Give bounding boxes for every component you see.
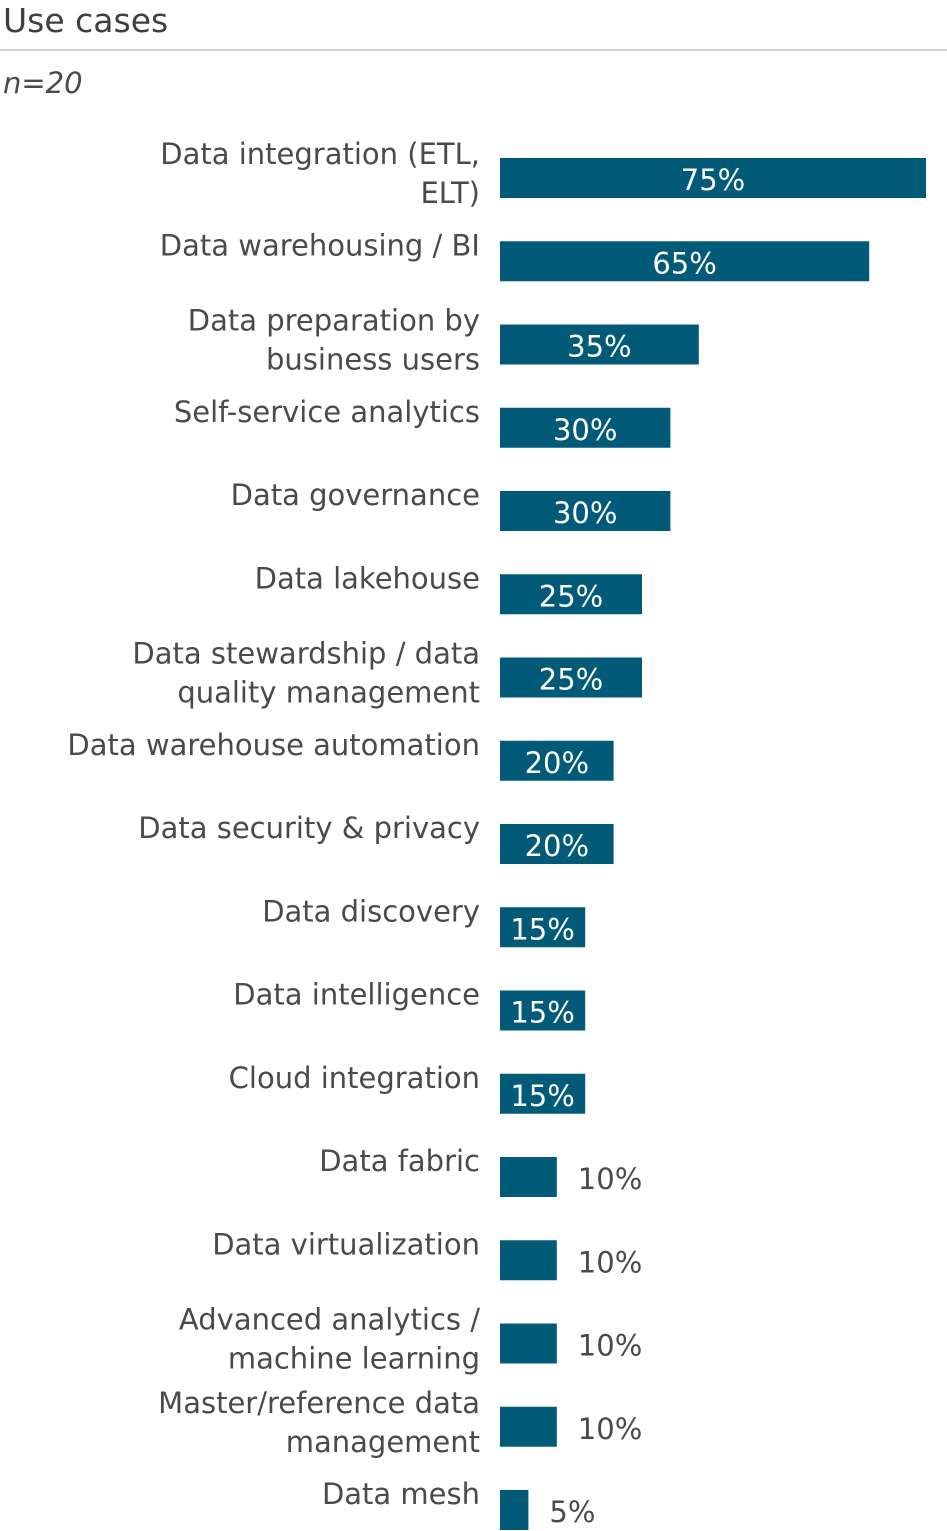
category-label-data-stewardship-data-quality-management: Data stewardship / data quality managemen… [132, 637, 480, 710]
bars [500, 158, 926, 1530]
title-divider [0, 49, 947, 51]
category-label-data-preparation-by-business-users: Data preparation by business users [188, 304, 480, 377]
value-label-master-reference-data-management: 10% [578, 1412, 642, 1446]
value-label-data-security-privacy: 20% [525, 829, 589, 863]
category-label-data-lakehouse: Data lakehouse [255, 561, 480, 595]
value-label-data-warehousing-bi: 65% [652, 246, 716, 280]
value-label-data-intelligence: 15% [510, 996, 574, 1030]
category-label-cloud-integration: Cloud integration [229, 1061, 480, 1095]
value-label-advanced-analytics-machine-learning: 10% [578, 1329, 642, 1363]
value-label-data-governance: 30% [553, 496, 617, 530]
category-label-data-discovery: Data discovery [262, 894, 480, 928]
bar-data-intelligence [500, 990, 586, 1031]
value-label-data-preparation-by-business-users: 35% [567, 330, 631, 364]
bar-data-mesh [500, 1490, 529, 1530]
chart-title: Use cases [3, 1, 169, 40]
bar-cloud-integration [500, 1073, 586, 1114]
bar-data-stewardship-data-quality-management [500, 657, 642, 698]
bar-data-lakehouse [500, 574, 642, 615]
bar-data-warehousing-bi [500, 241, 870, 282]
category-label-data-virtualization: Data virtualization [212, 1227, 480, 1261]
value-label-data-fabric: 10% [578, 1162, 642, 1196]
value-label-data-lakehouse: 25% [539, 579, 603, 613]
bar-self-service-analytics [500, 407, 671, 448]
value-label-data-warehouse-automation: 20% [525, 746, 589, 780]
category-label-data-integration-etl-elt: Data integration (ETL, ELT) [160, 137, 480, 210]
category-label-self-service-analytics: Self-service analytics [174, 395, 480, 429]
value-label-data-mesh: 5% [549, 1495, 595, 1529]
value-label-data-virtualization: 10% [578, 1245, 642, 1279]
bar-advanced-analytics-machine-learning [500, 1323, 557, 1364]
category-label-data-governance: Data governance [231, 478, 480, 512]
bar-data-warehouse-automation [500, 740, 614, 781]
value-label-cloud-integration: 15% [510, 1079, 574, 1113]
bar-data-preparation-by-business-users [500, 324, 699, 365]
sample-size-label: n=20 [3, 66, 83, 100]
bar-data-virtualization [500, 1240, 557, 1281]
value-label-data-stewardship-data-quality-management: 25% [539, 663, 603, 697]
bar-data-fabric [500, 1157, 557, 1197]
bar-master-reference-data-management [500, 1406, 557, 1447]
bar-data-integration-etl-elt [500, 158, 926, 198]
category-label-data-intelligence: Data intelligence [233, 978, 480, 1012]
category-label-data-mesh: Data mesh [322, 1477, 480, 1511]
category-labels: Data integration (ETL, ELT) Data warehousi… [67, 137, 480, 1511]
value-label-self-service-analytics: 30% [553, 413, 617, 447]
bar-data-security-privacy [500, 824, 614, 864]
category-label-data-warehousing-bi: Data warehousing / BI [160, 228, 480, 262]
category-label-data-warehouse-automation: Data warehouse automation [67, 728, 480, 762]
bar-data-discovery [500, 907, 586, 948]
category-label-data-security-privacy: Data security & privacy [138, 811, 480, 845]
value-label-data-integration-etl-elt: 75% [681, 163, 745, 197]
bar-data-governance [500, 491, 671, 531]
category-label-master-reference-data-management: Master/reference data management [158, 1386, 480, 1459]
value-labels: 75% 65% 35% 30% 30% 25% 25% 20% 20% 15% 15% 15% 10% 1… [510, 163, 745, 1529]
category-label-data-fabric: Data fabric [319, 1144, 480, 1178]
category-label-advanced-analytics-machine-learning: Advanced analytics / machine learning [179, 1303, 480, 1376]
value-label-data-discovery: 15% [510, 912, 574, 946]
